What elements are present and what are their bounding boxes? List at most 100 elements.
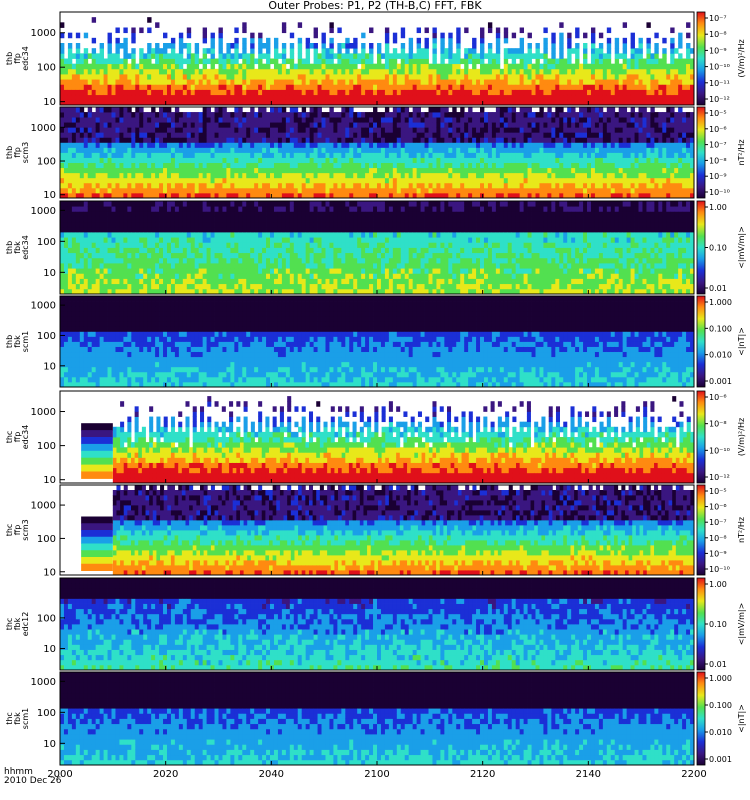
heat-cell xyxy=(306,43,310,49)
heat-cell xyxy=(559,127,563,132)
heat-cell xyxy=(222,64,226,70)
heat-cell xyxy=(242,168,246,173)
heat-cell xyxy=(171,153,175,158)
heat-cell xyxy=(183,147,187,152)
heat-cell xyxy=(432,74,436,80)
heat-cell xyxy=(615,183,619,188)
heat-cell xyxy=(306,48,310,54)
heat-cell xyxy=(325,79,329,85)
heat-cell xyxy=(401,28,405,34)
heat-cell xyxy=(642,117,646,122)
heat-cell xyxy=(108,79,112,85)
heat-cell xyxy=(504,122,508,127)
heat-cell xyxy=(127,132,131,137)
heat-cell xyxy=(666,107,670,112)
heat-cell xyxy=(678,183,682,188)
heat-cell xyxy=(207,147,211,152)
heat-cell xyxy=(393,137,397,142)
heat-cell xyxy=(100,53,104,59)
heat-cell xyxy=(611,79,615,85)
heat-cell xyxy=(662,173,666,178)
heat-cell xyxy=(131,95,135,101)
heat-cell xyxy=(369,28,373,34)
heat-cell xyxy=(425,163,429,168)
heat-cell xyxy=(60,279,64,285)
heat-cell xyxy=(84,53,88,59)
heat-cell xyxy=(127,142,131,147)
heat-cell xyxy=(211,112,215,117)
heat-cell xyxy=(444,183,448,188)
heat-cell xyxy=(183,163,187,168)
heat-cell xyxy=(635,153,639,158)
heat-cell xyxy=(187,64,191,70)
heat-cell xyxy=(508,132,512,137)
heat-cell xyxy=(662,137,666,142)
heat-cell xyxy=(662,153,666,158)
heat-cell xyxy=(314,147,318,152)
heat-cell xyxy=(623,69,627,75)
heat-cell xyxy=(524,95,528,101)
heat-cell xyxy=(583,112,587,117)
heat-cell xyxy=(567,147,571,152)
heat-cell xyxy=(456,112,460,117)
heat-cell xyxy=(226,168,230,173)
heat-cell xyxy=(456,188,460,193)
heat-cell xyxy=(329,122,333,127)
heat-cell xyxy=(575,117,579,122)
heat-cell xyxy=(104,273,108,279)
heat-cell xyxy=(496,153,500,158)
heat-cell xyxy=(563,90,567,96)
heat-cell xyxy=(163,142,167,147)
heat-cell xyxy=(199,84,203,90)
heat-cell xyxy=(290,168,294,173)
heat-cell xyxy=(333,127,337,132)
heat-cell xyxy=(401,147,405,152)
heat-cell xyxy=(76,279,80,285)
heat-cell xyxy=(226,79,230,85)
heat-cell xyxy=(270,84,274,90)
heat-cell xyxy=(282,28,286,34)
heat-cell xyxy=(508,158,512,163)
heat-cell xyxy=(112,90,116,96)
heat-cell xyxy=(119,217,123,223)
heat-cell xyxy=(270,188,274,193)
heat-cell xyxy=(290,117,294,122)
heat-cell xyxy=(432,142,436,147)
heat-cell xyxy=(631,112,635,117)
heat-cell xyxy=(274,132,278,137)
heat-cell xyxy=(496,188,500,193)
heat-cell xyxy=(639,188,643,193)
heat-cell xyxy=(393,38,397,44)
heat-cell xyxy=(492,153,496,158)
heat-cell xyxy=(361,53,365,59)
heat-cell xyxy=(108,183,112,188)
heat-cell xyxy=(682,168,686,173)
heat-cell xyxy=(377,43,381,49)
heat-cell xyxy=(314,43,318,49)
heat-cell xyxy=(678,122,682,127)
heat-cell xyxy=(167,158,171,163)
heat-cell xyxy=(72,279,76,285)
heat-cell xyxy=(215,69,219,75)
heat-cell xyxy=(615,90,619,96)
heat-cell xyxy=(151,158,155,163)
heat-cell xyxy=(60,59,64,65)
heat-cell xyxy=(207,74,211,80)
heat-cell xyxy=(448,117,452,122)
heat-cell xyxy=(155,69,159,75)
heat-cell xyxy=(468,48,472,54)
heat-cell xyxy=(591,48,595,54)
heat-cell xyxy=(187,84,191,90)
heat-cell xyxy=(662,112,666,117)
heat-cell xyxy=(108,48,112,54)
heat-cell xyxy=(337,95,341,101)
heat-cell xyxy=(401,43,405,49)
heat-cell xyxy=(401,158,405,163)
heat-cell xyxy=(207,178,211,183)
heat-cell xyxy=(234,48,238,54)
heat-cell xyxy=(353,48,357,54)
heat-cell xyxy=(488,84,492,90)
heat-cell xyxy=(131,59,135,65)
heat-cell xyxy=(100,248,104,254)
heat-cell xyxy=(500,163,504,168)
